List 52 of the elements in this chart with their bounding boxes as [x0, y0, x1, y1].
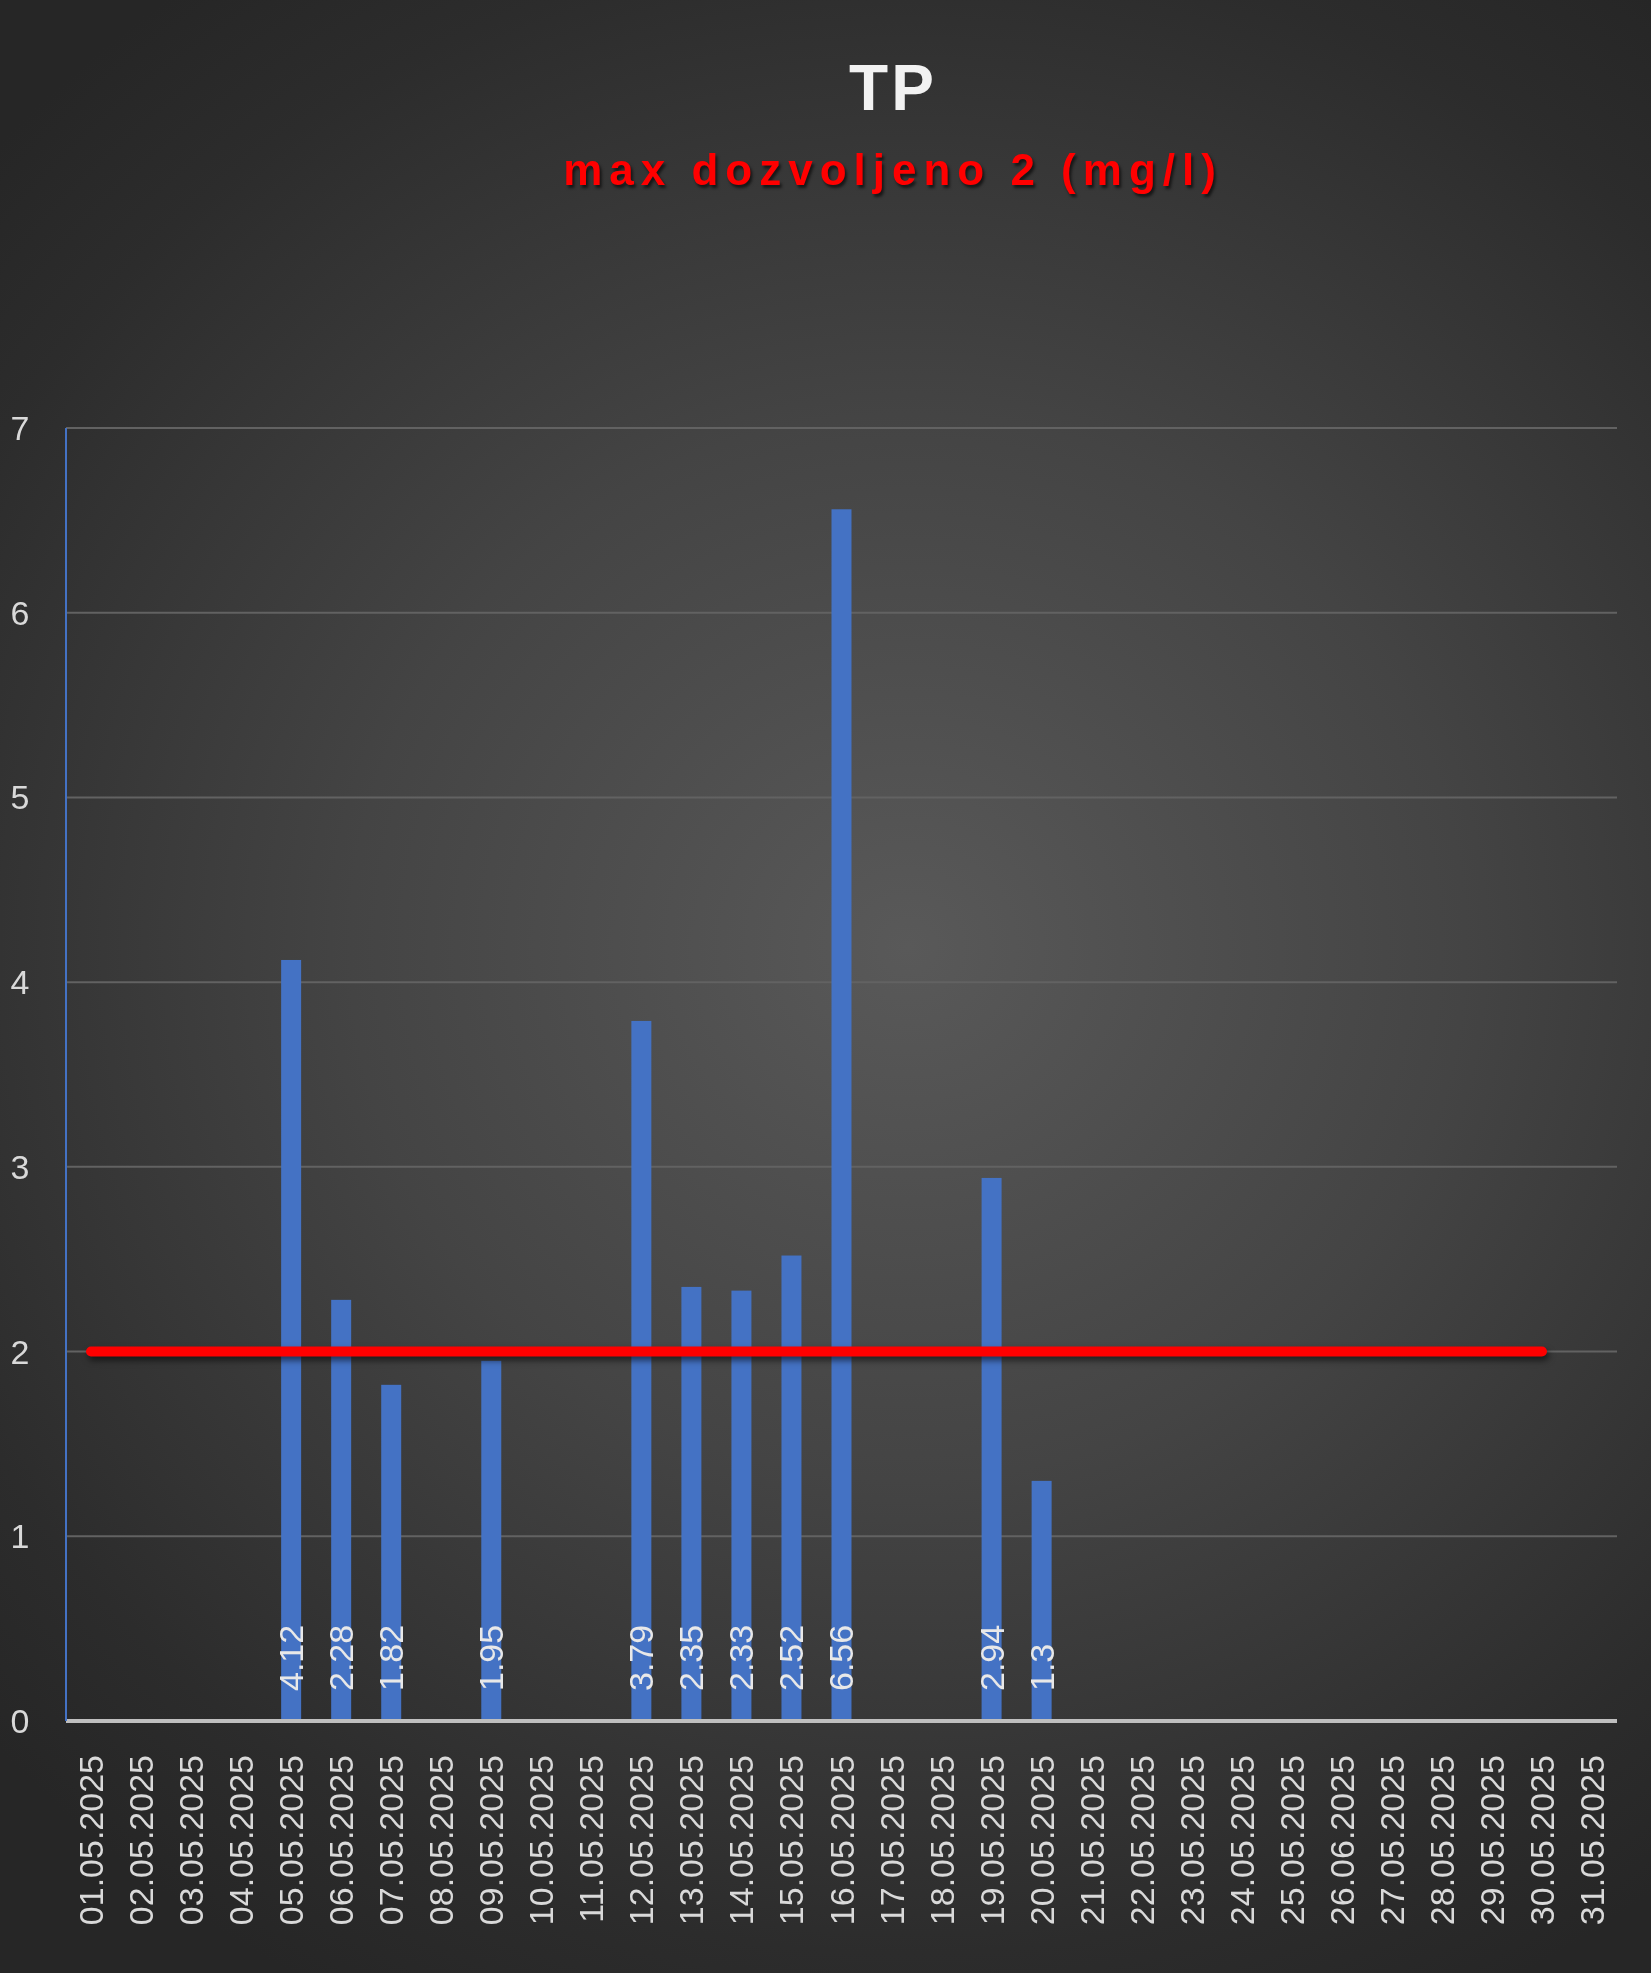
- x-tick-label: 23.05.2025: [1172, 1755, 1211, 1926]
- x-tick-label: 05.05.2025: [272, 1755, 311, 1926]
- y-tick-label: 7: [10, 409, 30, 447]
- chart-subtitle: max dozvoljeno 2 (mg/l): [563, 145, 1223, 194]
- x-tick-label: 09.05.2025: [472, 1755, 511, 1926]
- y-tick-label: 1: [10, 1517, 30, 1556]
- x-tick-label: 22.05.2025: [1122, 1755, 1161, 1926]
- x-tick-label: 14.05.2025: [722, 1755, 761, 1926]
- x-tick-label: 12.05.2025: [622, 1755, 661, 1926]
- x-tick-label: 04.05.2025: [222, 1755, 261, 1926]
- y-tick-label: 5: [10, 778, 30, 817]
- x-tick-label: 16.05.2025: [822, 1755, 861, 1926]
- x-tick-label: 19.05.2025: [972, 1755, 1011, 1926]
- x-tick-label: 08.05.2025: [422, 1755, 461, 1926]
- data-label: 4.12: [272, 1624, 311, 1691]
- y-tick-label: 6: [10, 593, 30, 632]
- x-tick-label: 17.05.2025: [872, 1755, 911, 1926]
- data-label: 2.28: [322, 1624, 361, 1691]
- x-tick-label: 07.05.2025: [372, 1755, 411, 1926]
- x-tick-label: 18.05.2025: [922, 1755, 961, 1926]
- data-label: 2.35: [672, 1624, 711, 1691]
- y-tick-label: 0: [10, 1702, 30, 1740]
- x-tick-label: 29.05.2025: [1472, 1755, 1511, 1926]
- x-tick-label: 03.05.2025: [172, 1755, 211, 1926]
- x-tick-label: 15.05.2025: [772, 1755, 811, 1926]
- data-label: 3.79: [622, 1624, 661, 1691]
- x-tick-label: 13.05.2025: [672, 1755, 711, 1926]
- y-tick-label: 4: [10, 963, 30, 1002]
- x-tick-label: 28.05.2025: [1422, 1755, 1461, 1926]
- x-tick-label: 26.06.2025: [1322, 1755, 1361, 1926]
- x-tick-label: 25.05.2025: [1272, 1755, 1311, 1926]
- x-tick-label: 30.05.2025: [1522, 1755, 1561, 1926]
- y-tick-label: 2: [10, 1332, 30, 1371]
- data-label: 2.94: [972, 1624, 1011, 1691]
- data-label: 1.82: [372, 1624, 411, 1691]
- x-tick-label: 11.05.2025: [572, 1755, 611, 1923]
- x-tick-label: 31.05.2025: [1572, 1755, 1611, 1926]
- x-tick-label: 10.05.2025: [522, 1755, 561, 1926]
- x-tick-label: 02.05.2025: [122, 1755, 161, 1926]
- data-label: 1.95: [472, 1624, 511, 1691]
- x-tick-label: 20.05.2025: [1022, 1755, 1061, 1926]
- x-tick-label: 27.05.2025: [1372, 1755, 1411, 1926]
- data-label: 1.3: [1022, 1643, 1061, 1691]
- y-tick-label: 3: [10, 1147, 30, 1186]
- data-label: 2.52: [772, 1624, 811, 1691]
- x-tick-label: 06.05.2025: [322, 1755, 361, 1926]
- x-tick-label: 24.05.2025: [1222, 1755, 1261, 1926]
- x-tick-label: 21.05.2025: [1072, 1755, 1111, 1926]
- data-label: 2.33: [722, 1624, 761, 1691]
- data-label: 6.56: [822, 1624, 861, 1691]
- x-tick-label: 01.05.2025: [72, 1755, 111, 1926]
- chart-title: TP: [849, 52, 937, 124]
